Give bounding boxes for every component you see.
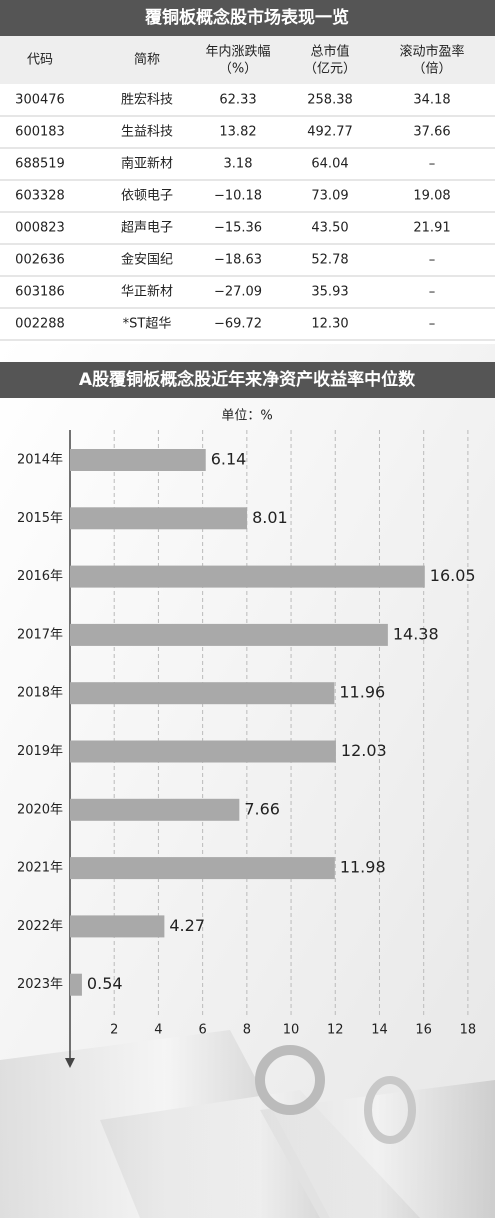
y-tick-label: 2019年 [17, 744, 63, 759]
table-cell: 12.30 [311, 317, 348, 332]
x-tick-label: 6 [198, 1023, 206, 1038]
table-cell: −27.09 [214, 285, 262, 300]
x-tick-label: 12 [327, 1023, 344, 1038]
table-cell: 19.08 [413, 189, 450, 204]
table-cell: −10.18 [214, 189, 262, 204]
table-cell: 13.82 [219, 125, 256, 140]
value-label: 4.27 [169, 916, 205, 935]
value-label: 7.66 [244, 799, 280, 818]
x-tick-label: 2 [110, 1023, 118, 1038]
bar [70, 915, 165, 938]
value-label: 6.14 [211, 450, 247, 469]
value-label: 14.38 [393, 624, 439, 643]
y-tick-label: 2021年 [17, 861, 63, 876]
table-header: 年内涨跌幅 [205, 44, 270, 60]
table-cell: 52.78 [311, 253, 348, 268]
x-tick-label: 4 [154, 1023, 162, 1038]
table-cell: −69.72 [214, 317, 262, 332]
table-cell: 688519 [15, 157, 65, 172]
x-tick-label: 18 [460, 1023, 477, 1038]
table-header: （%） [219, 62, 257, 77]
table-cell: 002636 [15, 253, 65, 268]
table-cell: – [429, 285, 436, 300]
y-tick-label: 2022年 [17, 919, 63, 934]
table-header: （亿元） [304, 62, 356, 77]
table-cell: 超声电子 [121, 221, 173, 236]
table-cell: 35.93 [311, 285, 348, 300]
table-cell: 依顿电子 [121, 189, 173, 204]
table-header: （倍） [412, 62, 451, 77]
bar [70, 449, 206, 471]
table-title: 覆铜板概念股市场表现一览 [145, 7, 349, 28]
table-header-bg [0, 36, 495, 84]
table-cell: 600183 [15, 125, 65, 140]
y-tick-label: 2020年 [17, 802, 63, 817]
bar [70, 623, 388, 646]
table-cell: 002288 [15, 317, 65, 332]
x-tick-label: 14 [371, 1023, 388, 1038]
value-label: 0.54 [87, 974, 123, 993]
bar [70, 798, 240, 821]
bar [70, 973, 82, 996]
table-cell: 34.18 [413, 93, 450, 108]
table-cell: 000823 [15, 221, 65, 236]
value-label: 11.96 [339, 683, 385, 702]
table-cell: 3.18 [224, 157, 253, 172]
decorative-sheets [0, 1030, 495, 1218]
table-header: 简称 [134, 52, 160, 68]
table-cell: 603186 [15, 285, 65, 300]
bar [70, 682, 335, 705]
value-label: 8.01 [252, 508, 288, 527]
table-cell: −15.36 [214, 221, 262, 236]
table-cell: 生益科技 [121, 125, 173, 140]
value-label: 11.98 [340, 858, 386, 877]
table-cell: – [429, 157, 436, 172]
y-tick-label: 2014年 [17, 453, 63, 468]
table-title-bar [0, 0, 495, 36]
y-tick-label: 2017年 [17, 627, 63, 642]
table-cell: 金安国纪 [121, 252, 173, 268]
table-cell: 62.33 [219, 93, 256, 108]
table-cell: 胜宏科技 [121, 93, 173, 108]
table-header: 总市值 [310, 44, 349, 60]
y-tick-label: 2015年 [17, 511, 63, 526]
y-tick-label: 2023年 [17, 977, 63, 992]
table-cell: 258.38 [307, 93, 353, 108]
value-label: 12.03 [341, 741, 387, 760]
bar [70, 507, 248, 530]
table-cell: *ST超华 [123, 317, 172, 332]
bar [70, 740, 336, 763]
chart-title: A股覆铜板概念股近年来净资产收益率中位数 [79, 369, 416, 390]
table-header: 代码 [27, 53, 53, 68]
table-cell: 37.66 [413, 125, 450, 140]
bar [70, 857, 335, 880]
x-tick-label: 16 [415, 1023, 432, 1038]
value-label: 16.05 [430, 566, 476, 585]
bar [70, 565, 425, 588]
table-cell: 300476 [15, 93, 65, 108]
table-cell: – [429, 317, 436, 332]
y-tick-label: 2016年 [17, 569, 63, 584]
table-cell: 492.77 [307, 125, 353, 140]
table-cell: 603328 [15, 189, 65, 204]
x-tick-label: 10 [283, 1023, 300, 1038]
table-cell: 73.09 [311, 189, 348, 204]
chart-subtitle: 单位：% [221, 409, 272, 424]
y-tick-label: 2018年 [17, 686, 63, 701]
table-cell: 南亚新材 [121, 156, 173, 172]
table-cell: 64.04 [311, 157, 348, 172]
table-cell: – [429, 253, 436, 268]
x-tick-label: 8 [243, 1023, 251, 1038]
chart-title-bar [0, 362, 495, 398]
table-cell: 21.91 [413, 221, 450, 236]
table-cell: −18.63 [214, 253, 262, 268]
table-cell: 华正新材 [121, 284, 173, 300]
axis-arrow [65, 1058, 75, 1068]
table-cell: 43.50 [311, 221, 348, 236]
table-header: 滚动市盈率 [399, 44, 464, 60]
